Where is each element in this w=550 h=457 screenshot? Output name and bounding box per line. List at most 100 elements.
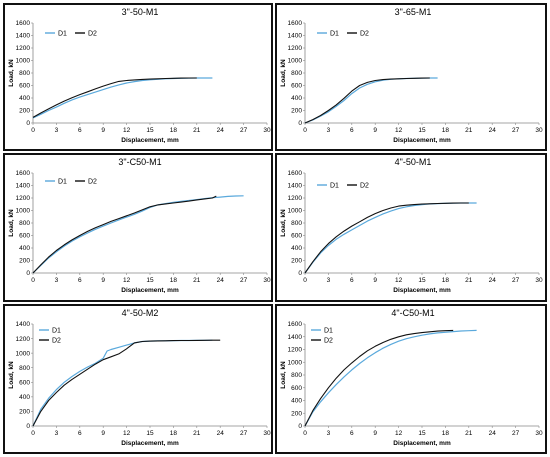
y-tick-label: 1600 xyxy=(16,170,31,177)
x-tick-label: 6 xyxy=(78,277,82,284)
y-tick-label: 400 xyxy=(291,398,302,405)
x-tick-label: 3 xyxy=(55,430,59,437)
chart-svg-5: 4"-50-M2 0 200 400 600 800 1000 1200 1400 0 3 6 9 12 1… xyxy=(8,308,271,447)
x-tick-label: 18 xyxy=(170,127,178,134)
y-tick-label: 200 xyxy=(19,258,30,265)
y-axis-label: Load, kN xyxy=(8,361,15,389)
x-tick-label: 15 xyxy=(146,277,154,284)
x-tick-label: 6 xyxy=(78,127,82,134)
y-tick-label: 400 xyxy=(19,95,30,102)
legend-label-d2: D2 xyxy=(52,338,61,345)
y-tick-label: 1600 xyxy=(16,20,31,27)
y-tick-label: 200 xyxy=(19,108,30,115)
y-tick-label: 1000 xyxy=(16,58,31,65)
y-axis-label: Load, kN xyxy=(280,209,287,237)
x-tick-label: 3 xyxy=(55,127,59,134)
x-tick-label: 12 xyxy=(395,277,403,284)
legend-label-d2: D2 xyxy=(88,31,97,38)
y-tick-label: 200 xyxy=(291,258,302,265)
x-tick-label: 12 xyxy=(395,127,403,134)
x-tick-label: 9 xyxy=(373,430,377,437)
y-tick-label: 1200 xyxy=(16,336,31,343)
x-tick-label: 30 xyxy=(535,127,543,134)
series-line-d2 xyxy=(32,339,221,427)
x-tick-label: 21 xyxy=(465,277,473,284)
y-tick-label: 1400 xyxy=(288,334,303,341)
legend-label-d2: D2 xyxy=(360,183,369,190)
series-line-d2 xyxy=(304,329,454,427)
chart-title: 4"-50-M1 xyxy=(395,157,432,167)
x-tick-label: 21 xyxy=(465,127,473,134)
chart-title: 4"-C50-M1 xyxy=(391,308,434,318)
x-axis-label: Displacement, mm xyxy=(121,287,179,294)
x-tick-label: 12 xyxy=(123,430,131,437)
series-line-d1 xyxy=(304,329,477,427)
y-tick-label: 0 xyxy=(298,270,302,277)
x-tick-label: 24 xyxy=(489,430,497,437)
y-axis-label: Load, kN xyxy=(8,59,15,87)
x-tick-label: 24 xyxy=(489,127,497,134)
y-tick-label: 800 xyxy=(291,70,302,77)
y-tick-label: 1200 xyxy=(16,195,31,202)
x-tick-label: 30 xyxy=(263,127,271,134)
y-tick-label: 600 xyxy=(19,233,30,240)
y-tick-label: 800 xyxy=(291,220,302,227)
x-tick-label: 12 xyxy=(123,127,131,134)
legend-label-d1: D1 xyxy=(324,328,333,335)
x-tick-label: 27 xyxy=(240,127,248,134)
chart-svg-1: 3"-50-M1 0 200 400 600 800 1000 1200 1400 1600 0 3 6… xyxy=(8,7,271,144)
x-tick-label: 0 xyxy=(303,430,307,437)
series-line-d1 xyxy=(32,339,213,427)
y-tick-label: 800 xyxy=(19,220,30,227)
y-tick-label: 200 xyxy=(291,108,302,115)
y-tick-label: 1200 xyxy=(288,347,303,354)
x-axis-label: Displacement, mm xyxy=(393,137,451,144)
series-line-d2 xyxy=(32,195,217,274)
x-tick-label: 18 xyxy=(170,430,178,437)
y-tick-label: 200 xyxy=(291,410,302,417)
x-tick-label: 15 xyxy=(146,127,154,134)
x-tick-label: 0 xyxy=(31,430,35,437)
y-tick-label: 0 xyxy=(26,270,30,277)
x-tick-label: 15 xyxy=(418,127,426,134)
x-tick-label: 9 xyxy=(101,127,105,134)
y-tick-label: 1000 xyxy=(288,58,303,65)
x-tick-label: 24 xyxy=(217,127,225,134)
y-axis-label: Load, kN xyxy=(8,209,15,237)
legend-label-d1: D1 xyxy=(330,31,339,38)
x-tick-label: 18 xyxy=(442,127,450,134)
chart-panel-6: 4"-C50-M1 0 200 400 600 800 1000 1200 1400 1600 0 3… xyxy=(275,304,547,454)
y-tick-label: 1400 xyxy=(16,321,31,328)
legend-label-d2: D2 xyxy=(88,179,97,186)
x-tick-label: 12 xyxy=(123,277,131,284)
x-tick-label: 27 xyxy=(512,127,520,134)
y-tick-label: 1400 xyxy=(288,183,303,190)
x-tick-label: 21 xyxy=(193,430,201,437)
x-tick-label: 18 xyxy=(170,277,178,284)
y-tick-label: 1000 xyxy=(16,350,31,357)
y-axis-label: Load, kN xyxy=(280,59,287,87)
x-axis-label: Displacement, mm xyxy=(121,137,179,144)
chart-panel-4: 4"-50-M1 0 200 400 600 800 1000 1200 1400 1600 0 3 6… xyxy=(275,153,547,302)
series-line-d2 xyxy=(304,77,430,124)
series-line-d2 xyxy=(32,77,197,118)
x-axis-label: Displacement, mm xyxy=(121,440,179,447)
x-tick-label: 9 xyxy=(101,277,105,284)
chart-panel-5: 4"-50-M2 0 200 400 600 800 1000 1200 1400 0 3 6 9 12 1… xyxy=(3,304,273,454)
x-tick-label: 15 xyxy=(418,277,426,284)
x-tick-label: 18 xyxy=(442,277,450,284)
x-tick-label: 3 xyxy=(327,127,331,134)
x-tick-label: 27 xyxy=(240,430,248,437)
y-tick-label: 1400 xyxy=(16,183,31,190)
x-tick-label: 3 xyxy=(327,430,331,437)
legend-label-d2: D2 xyxy=(360,31,369,38)
y-tick-label: 1000 xyxy=(16,208,31,215)
y-tick-label: 0 xyxy=(298,423,302,430)
chart-svg-4: 4"-50-M1 0 200 400 600 800 1000 1200 1400 1600 0 3 6… xyxy=(280,157,543,294)
y-tick-label: 0 xyxy=(26,120,30,127)
y-tick-label: 400 xyxy=(291,245,302,252)
x-tick-label: 18 xyxy=(442,430,450,437)
y-tick-label: 800 xyxy=(19,70,30,77)
x-tick-label: 21 xyxy=(465,430,473,437)
chart-svg-3: 3"-C50-M1 0 200 400 600 800 1000 1200 1400 1600 0 3… xyxy=(8,157,271,294)
